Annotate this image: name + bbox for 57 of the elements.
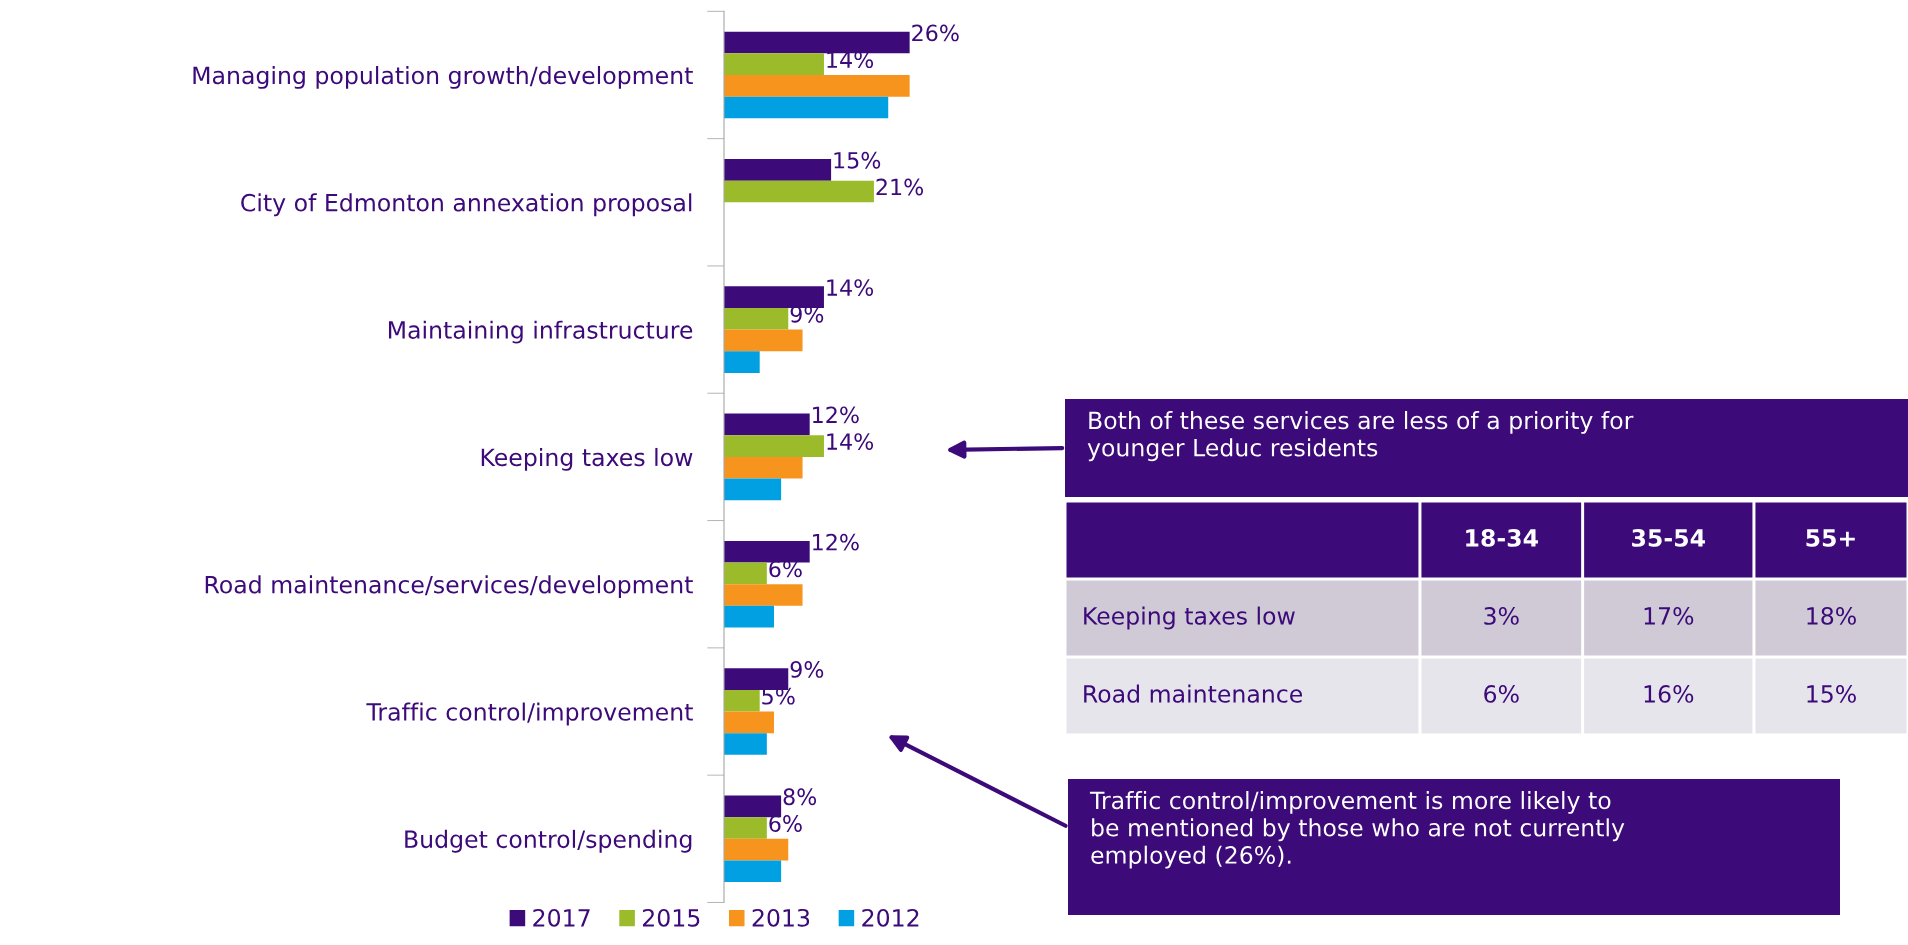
- bar: [724, 286, 824, 308]
- legend-label: 2015: [642, 908, 700, 927]
- bar: [724, 53, 824, 75]
- data-label: 9%: [790, 661, 824, 678]
- legend-label: 2013: [752, 908, 810, 927]
- data-label: 14%: [827, 433, 874, 450]
- bar: [724, 733, 767, 755]
- bar: [724, 584, 803, 606]
- bar: [724, 689, 760, 712]
- text: 15%: [1807, 684, 1856, 703]
- category-label: Road maintenance: [1084, 684, 1303, 703]
- text: 3%: [1484, 606, 1519, 625]
- category-label: 18-34: [1466, 528, 1538, 547]
- legend-label: 2017: [533, 908, 590, 927]
- bar: [724, 605, 774, 628]
- category-label: 35-54: [1632, 528, 1705, 547]
- data-label: 26%: [912, 24, 959, 42]
- text: 18%: [1807, 606, 1856, 625]
- legend-label: 2012: [862, 908, 919, 927]
- text: Traffic control/improvement is more likely to be mentioned by those who are not currently employed (26%).: [1089, 791, 1625, 869]
- bar: [724, 180, 874, 203]
- bar: [724, 159, 832, 181]
- y-tick-label: Traffic control/improvement: [366, 702, 693, 726]
- y-tick-label: Managing population growth/development: [193, 66, 693, 89]
- bar: [724, 74, 910, 97]
- bar: [724, 351, 760, 373]
- text: Both of these services are less of a priority for younger Leduc residents: [1087, 411, 1634, 462]
- bar: [724, 817, 767, 839]
- text: 6%: [1484, 684, 1519, 703]
- bar: [724, 307, 789, 330]
- y-tick-label: Maintaining infrastructure: [388, 320, 693, 344]
- bar: [724, 860, 782, 883]
- data-label: 8%: [783, 788, 817, 806]
- bar: [724, 31, 910, 54]
- data-label: 15%: [834, 151, 881, 169]
- bar: [724, 478, 782, 501]
- bar: [724, 96, 889, 119]
- data-label: 21%: [876, 178, 924, 196]
- data-label: 14%: [827, 279, 874, 296]
- y-tick-label: City of Edmonton annexation proposal: [241, 193, 692, 217]
- y-tick-label: Budget control/spending: [405, 829, 692, 853]
- bar: [724, 329, 803, 352]
- text: 16%: [1644, 684, 1694, 703]
- data-label: 12%: [813, 533, 859, 551]
- data-label: 12%: [813, 406, 859, 424]
- bar: [724, 435, 824, 457]
- category-label: Keeping taxes low: [1084, 606, 1295, 630]
- bar: [724, 838, 789, 861]
- y-tick-label: Keeping taxes low: [481, 447, 693, 471]
- bar: [724, 456, 803, 479]
- category-label: 55+: [1806, 529, 1855, 547]
- bar: [724, 711, 774, 734]
- bar: [724, 540, 810, 563]
- bar: [724, 562, 767, 585]
- bar: [724, 413, 810, 436]
- text: 17%: [1644, 606, 1694, 625]
- y-tick-label: Road maintenance/services/development: [205, 575, 693, 599]
